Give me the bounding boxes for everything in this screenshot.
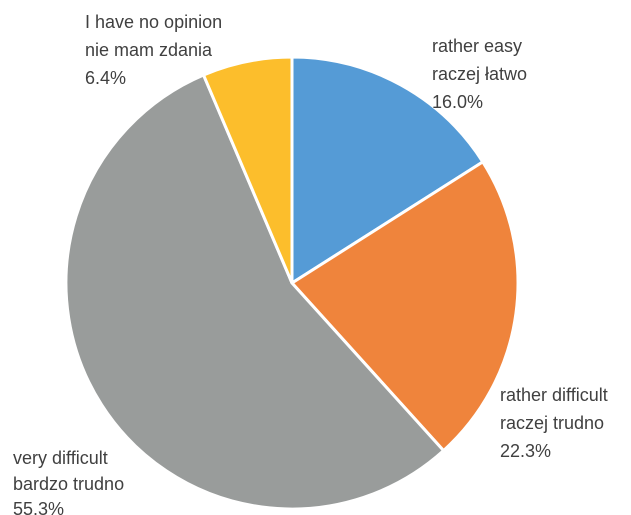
pie-slices (64, 55, 520, 511)
pie-slice-rather-easy (290, 55, 485, 285)
slice-label-no-opinion: I have no opinion nie mam zdania 6.4% (85, 12, 227, 88)
rather-difficult-label-pl: raczej trudno (500, 413, 604, 433)
slice-label-rather-difficult: rather difficult raczej trudno 22.3% (500, 385, 613, 461)
no-opinion-label-pl: nie mam zdania (85, 40, 213, 60)
very-difficult-value-label: 55.3% (13, 499, 64, 515)
no-opinion-value-label: 6.4% (85, 68, 126, 88)
rather-difficult-value-label: 22.3% (500, 441, 551, 461)
no-opinion-label-en: I have no opinion (85, 12, 222, 32)
slice-label-rather-easy: rather easy raczej łatwo 16.0% (432, 36, 532, 112)
very-difficult-label-en: very difficult (13, 448, 108, 468)
rather-difficult-label-en: rather difficult (500, 385, 608, 405)
slice-labels: rather easy raczej łatwo 16.0% rather di… (13, 12, 613, 515)
rather-easy-label-en: rather easy (432, 36, 522, 56)
rather-easy-value-label: 16.0% (432, 92, 483, 112)
very-difficult-label-pl: bardzo trudno (13, 474, 124, 494)
slice-label-very-difficult: very difficult bardzo trudno 55.3% (13, 448, 129, 515)
pie-slice-rather-difficult (290, 160, 520, 453)
pie-slice-i-have-no-opinion (202, 55, 294, 285)
rather-easy-label-pl: raczej łatwo (432, 64, 527, 84)
pie-slice-very-difficult (64, 73, 446, 511)
